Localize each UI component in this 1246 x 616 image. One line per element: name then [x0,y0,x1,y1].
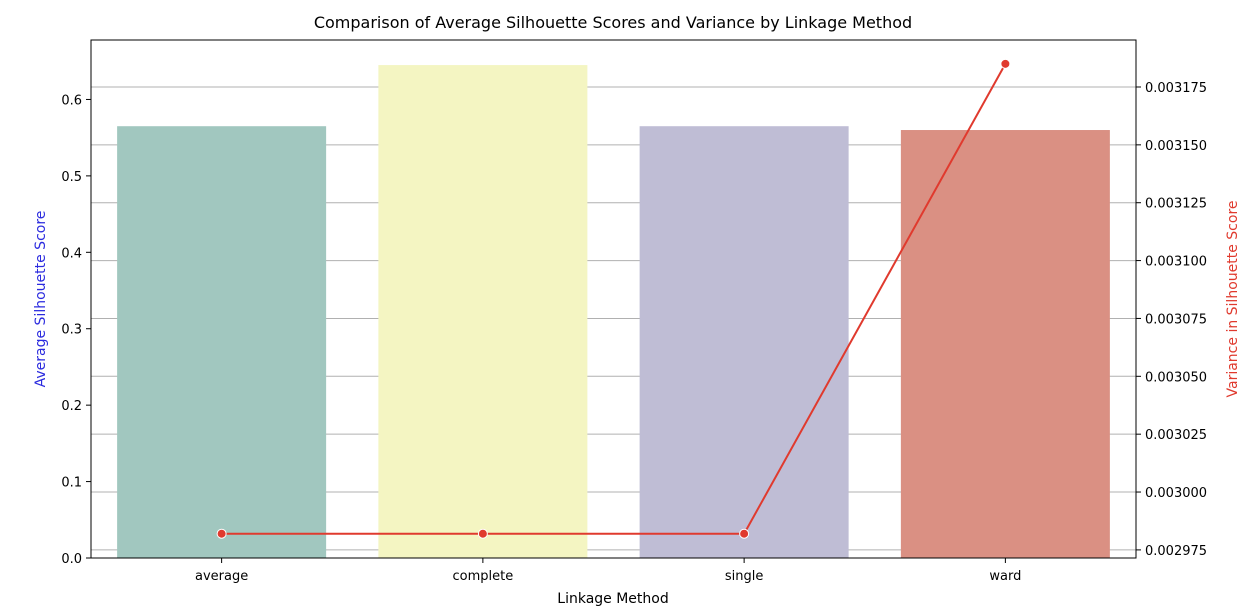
bar-complete [378,65,588,558]
x-tick-label-complete: complete [453,569,514,584]
y-axis-label-right: Variance in Silhouette Score [1225,201,1241,398]
y-axis-label: Average Silhouette Score [33,211,49,388]
bar-average [117,126,327,558]
x-tick-label-average: average [195,569,248,584]
x-axis: average complete single ward [195,558,1021,584]
right-tick-label: 0.003000 [1145,486,1207,501]
plot-frame [90,39,1137,559]
left-tick-label: 0.4 [61,246,82,261]
variance-line [221,63,1007,535]
right-tick-label: 0.003175 [1145,81,1207,96]
right-tick-label: 0.003125 [1145,197,1207,212]
x-axis-label: Linkage Method [557,591,668,607]
variance-point-average [216,528,227,539]
variance-point-ward [1000,58,1011,69]
bar-layer [117,65,1110,558]
right-axis: 0.002975 0.003000 0.003025 0.003050 0.003075… [1136,81,1207,559]
right-tick-label: 0.003075 [1145,312,1207,327]
line-layer [216,58,1011,539]
x-tick-label-single: single [725,569,764,584]
left-tick-label: 0.6 [61,93,82,108]
bar-single [639,126,849,558]
right-tick-label: 0.003025 [1145,428,1207,443]
x-tick-label-ward: ward [989,569,1021,584]
left-tick-label: 0.0 [61,552,82,567]
variance-point-complete [477,528,488,539]
chart-title: Comparison of Average Silhouette Scores … [314,13,912,32]
left-tick-label: 0.3 [61,323,82,338]
left-tick-label: 0.1 [61,476,82,491]
variance-point-single [739,528,750,539]
right-tick-label: 0.002975 [1145,544,1207,559]
bar-ward [900,130,1110,558]
right-tick-label: 0.003150 [1145,139,1207,154]
left-tick-label: 0.5 [61,170,82,185]
right-tick-label: 0.003100 [1145,255,1207,270]
left-tick-label: 0.2 [61,399,82,414]
right-tick-label: 0.003050 [1145,370,1207,385]
left-axis: 0.0 0.1 0.2 0.3 0.4 0.5 0.6 [61,93,91,567]
